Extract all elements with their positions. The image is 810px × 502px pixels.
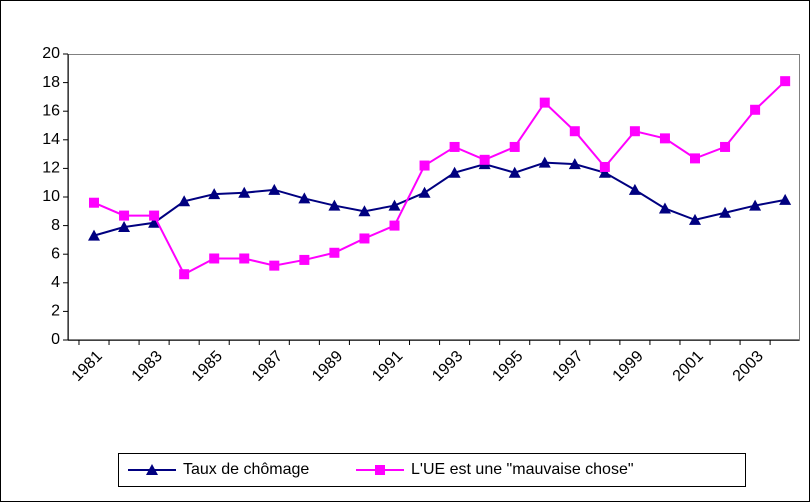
point [689,213,701,225]
legend-label: L'UE est une "mauvaise chose" [411,461,634,478]
point [209,253,220,264]
point [418,186,431,198]
point [146,464,158,475]
point [208,188,221,200]
point [88,229,100,241]
point [509,141,520,152]
point [750,104,761,115]
point [749,199,762,211]
point [299,254,310,265]
y-tick-label: 14 [42,131,60,148]
point [119,210,130,221]
point [599,161,610,172]
point [479,154,490,165]
y-tick-label: 12 [42,160,60,177]
point [358,205,371,217]
y-tick-label: 0 [51,331,60,348]
point [568,158,581,170]
series-line [93,80,786,276]
legend-box [118,453,746,487]
point [690,153,700,164]
point [329,247,340,258]
point [719,206,732,218]
y-tick-label: 16 [42,102,60,119]
point [659,133,670,144]
point [779,193,792,205]
y-tick-label: 18 [42,74,60,91]
legend-label: Taux de chômage [183,461,309,478]
point [419,160,430,171]
point [298,192,311,204]
point [628,183,641,195]
y-tick-label: 20 [42,45,60,62]
point [449,141,460,152]
point [375,465,385,475]
point [118,221,131,233]
point [328,199,341,211]
point [388,199,401,211]
y-tick-label: 6 [51,245,60,262]
y-tick-label: 8 [51,217,60,234]
point [658,202,671,214]
y-tick-label: 4 [51,274,60,291]
point [539,97,550,108]
y-tick-label: 10 [42,188,60,205]
point [178,195,191,207]
point [780,76,791,87]
point [89,197,99,208]
point [239,253,250,264]
point [268,183,281,195]
point [179,269,190,280]
point [238,186,251,198]
point [720,141,731,152]
point [269,260,280,271]
point [538,156,551,168]
point [629,126,640,137]
series-line [93,161,786,237]
point [359,233,370,244]
point [448,166,461,178]
point [508,166,521,178]
point [389,220,400,231]
y-tick-label: 2 [51,303,60,320]
point [569,126,580,137]
point [148,216,161,228]
point [149,210,160,221]
point [598,166,611,178]
